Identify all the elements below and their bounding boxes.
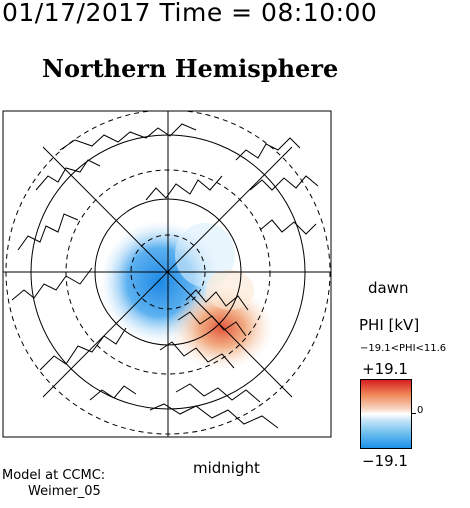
meridian-diagonal-2 bbox=[42, 146, 293, 398]
model-credit-line1: Model at CCMC: bbox=[2, 468, 106, 483]
colorbar-range-text: −19.1<PHI<11.6 bbox=[360, 343, 447, 354]
hemisphere-title: Northern Hemisphere bbox=[42, 54, 339, 83]
colorbar-quantity-label: PHI [kV] bbox=[359, 316, 420, 334]
colorbar bbox=[360, 379, 412, 449]
colorbar-max-label: +19.1 bbox=[362, 360, 408, 378]
coastlines bbox=[11, 123, 319, 429]
dawn-label: dawn bbox=[368, 279, 409, 297]
colorbar-zero-label: 0 bbox=[417, 405, 424, 416]
model-credit-line2: Weimer_05 bbox=[28, 484, 101, 499]
timestamp-title: 01/17/2017 Time = 08:10:00 bbox=[2, 0, 378, 27]
colorbar-min-label: −19.1 bbox=[362, 452, 408, 470]
midnight-label: midnight bbox=[193, 459, 260, 477]
colorbar-zero-tick bbox=[412, 413, 416, 414]
map-frame bbox=[2, 110, 332, 438]
